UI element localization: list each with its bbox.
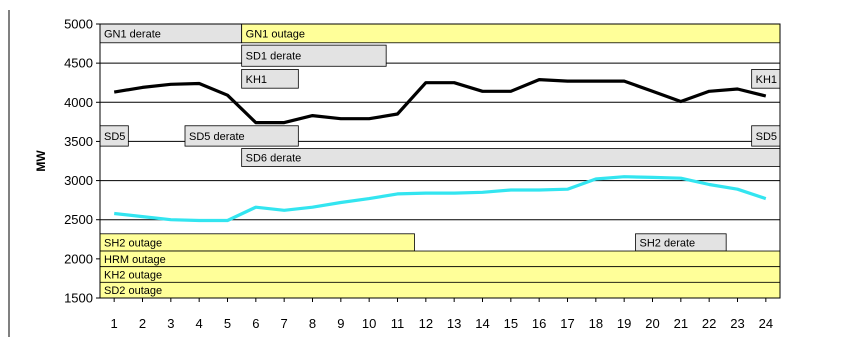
y-tick-label: 2500 <box>64 212 93 227</box>
event-bars: GN1 derate GN1 outage SD1 derate KH1 KH1 SD5 S… <box>99 23 781 299</box>
event-bar-label: SD5 <box>104 131 125 143</box>
x-tick-label: 2 <box>139 316 146 331</box>
y-tick-label: 5000 <box>64 17 93 32</box>
x-tick-label: 3 <box>167 316 174 331</box>
x-tick-label: 4 <box>196 316 203 331</box>
y-axis-label: MW <box>34 150 48 172</box>
plot-area-border <box>99 23 781 299</box>
x-tick-label: 19 <box>617 316 631 331</box>
x-tick-label: 10 <box>362 316 376 331</box>
series-line <box>113 77 767 125</box>
event-bar-label: SD5 <box>756 131 777 143</box>
event-bar-label: SD6 derate <box>246 152 302 164</box>
x-tick-label: 13 <box>447 316 461 331</box>
event-bar <box>241 44 387 67</box>
x-tick-label: 17 <box>560 316 574 331</box>
event-bar <box>241 148 781 167</box>
x-tick-label: 9 <box>337 316 344 331</box>
series-line <box>114 175 767 223</box>
event-bar-label: SD5 derate <box>189 131 245 143</box>
event-bar <box>99 266 781 283</box>
x-tick-label: 5 <box>224 316 231 331</box>
x-tick-label: 22 <box>702 316 716 331</box>
x-tick-label: 6 <box>252 316 259 331</box>
x-tick-label: 21 <box>674 316 688 331</box>
y-tick-label: 3500 <box>64 134 93 149</box>
x-tick-label: 23 <box>730 316 744 331</box>
y-axis-ticks: 1500 2000 2500 3000 3500 4000 4500 5000 <box>64 17 100 306</box>
event-bar-label: GN1 derate <box>104 28 161 40</box>
event-bar <box>184 125 299 147</box>
y-tick-label: 3000 <box>64 173 93 188</box>
x-tick-label: 14 <box>475 316 489 331</box>
y-tick-label: 1500 <box>64 291 93 306</box>
event-bar-label: HRM outage <box>104 254 166 266</box>
x-tick-label: 24 <box>759 316 773 331</box>
event-bar-label: KH1 <box>756 74 777 86</box>
event-bar-label: KH2 outage <box>104 270 162 282</box>
series-lines <box>113 77 767 223</box>
event-bar-label: SD2 outage <box>104 285 162 297</box>
x-tick-label: 12 <box>419 316 433 331</box>
event-bar-label: GN1 outage <box>246 28 305 40</box>
event-bar-label: SH2 derate <box>640 237 696 249</box>
event-bar-label: SD1 derate <box>246 51 302 63</box>
event-bar <box>241 23 781 44</box>
x-tick-label: 7 <box>281 316 288 331</box>
event-bar-label: KH1 <box>246 74 267 86</box>
x-tick-label: 11 <box>391 316 405 331</box>
event-bar <box>99 281 781 299</box>
y-tick-label: 2000 <box>64 251 93 266</box>
x-tick-label: 16 <box>532 316 546 331</box>
x-tick-label: 15 <box>504 316 518 331</box>
y-tick-label: 4000 <box>64 95 93 110</box>
x-tick-label: 18 <box>589 316 603 331</box>
x-tick-label: 20 <box>645 316 659 331</box>
x-axis-ticks: 1 2 3 4 5 6 7 8 9 10 11 12 13 14 15 16 17 18 19 20 21 22 23 24 <box>111 298 773 331</box>
event-bar <box>99 250 781 268</box>
event-bar-label: SH2 outage <box>104 237 162 249</box>
x-tick-label: 8 <box>309 316 316 331</box>
event-bar <box>241 69 299 89</box>
y-tick-label: 4500 <box>64 56 93 71</box>
x-tick-label: 1 <box>111 316 118 331</box>
